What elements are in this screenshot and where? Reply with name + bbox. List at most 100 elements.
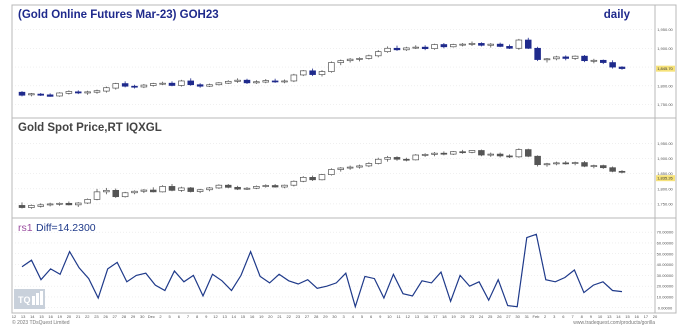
futures-last-price-label: 1,845.70	[657, 66, 673, 71]
x-tick-label: 12	[12, 314, 17, 319]
x-tick-label: 27	[305, 314, 310, 319]
spot-candle	[178, 187, 185, 191]
spot-candle	[431, 152, 438, 155]
x-tick-label: 13	[21, 314, 26, 319]
rs-y-tick-label: 50.00000	[657, 251, 674, 256]
futures-candle	[140, 84, 148, 88]
spot-candle	[224, 184, 232, 188]
spot-candle	[478, 150, 485, 156]
futures-candle	[515, 39, 523, 49]
x-tick-label: 29	[323, 314, 328, 319]
futures-candle	[328, 62, 335, 72]
futures-candle	[112, 83, 120, 89]
spot-candle	[412, 154, 420, 161]
futures-candle	[253, 81, 260, 84]
x-tick-label: 3	[553, 314, 556, 319]
futures-last-price-box	[656, 65, 675, 72]
x-tick-label: 8	[196, 314, 199, 319]
spot-candle	[581, 162, 588, 167]
x-tick-label: 10	[387, 314, 392, 319]
x-tick-label: 28	[122, 314, 127, 319]
spot-candle	[515, 149, 523, 158]
futures-candle	[506, 46, 513, 49]
x-tick-label: 21	[76, 314, 81, 319]
spot-y-tick-label: 1,950.00	[657, 141, 673, 146]
futures-candle	[159, 82, 166, 85]
futures-candle	[271, 80, 279, 83]
futures-candle	[609, 62, 616, 68]
spot-candle	[74, 202, 82, 206]
x-tick-label: 2	[159, 314, 162, 319]
spot-candle	[618, 170, 626, 173]
futures-candle	[478, 43, 485, 46]
spot-candle	[571, 162, 579, 164]
futures-candle	[168, 82, 176, 86]
spot-candle	[524, 149, 532, 157]
rs-y-tick-label: 60.00000	[657, 240, 674, 245]
spot-candle	[206, 187, 213, 191]
futures-candle	[440, 44, 448, 48]
futures-candle	[46, 94, 54, 97]
spot-candle	[346, 166, 354, 169]
x-tick-label: 6	[178, 314, 181, 319]
spot-candle	[543, 163, 551, 166]
futures-candle	[468, 43, 476, 45]
futures-candle	[534, 47, 541, 60]
rs-subtitle: Diff=14.2300	[36, 222, 96, 234]
x-tick-label: 22	[85, 314, 90, 319]
spot-candle	[534, 155, 541, 166]
x-tick-label: 21	[277, 314, 282, 319]
x-tick-label: 13	[222, 314, 227, 319]
x-tick-label: 20	[460, 314, 465, 319]
spot-candle	[37, 204, 45, 207]
spot-candle	[328, 169, 335, 175]
futures-candle	[281, 80, 288, 83]
spot-candle	[440, 152, 448, 155]
x-tick-label: 20	[67, 314, 72, 319]
spot-candle	[337, 167, 345, 170]
rs-y-tick-label: 40.00000	[657, 262, 674, 267]
futures-y-tick-label: 1,750.00	[657, 102, 673, 107]
spot-candle	[590, 165, 598, 167]
x-tick-label: 31	[525, 314, 530, 319]
x-tick-label: 19	[58, 314, 63, 319]
spot-candle	[496, 153, 504, 157]
footer-url: www.tradequest.com/products/gorilla	[573, 320, 655, 326]
futures-candle	[337, 60, 345, 63]
x-tick-label: 28	[314, 314, 319, 319]
futures-axis-frame	[654, 4, 677, 119]
spot-candle	[281, 184, 288, 188]
futures-candle	[599, 59, 607, 63]
x-tick-label: 18	[442, 314, 447, 319]
spot-candle	[140, 189, 148, 192]
futures-candle	[243, 79, 251, 84]
futures-candle	[384, 47, 391, 53]
x-tick-label: 27	[506, 314, 511, 319]
x-tick-label: 9	[205, 314, 208, 319]
x-tick-label: 6	[370, 314, 373, 319]
spot-candle	[243, 187, 251, 190]
futures-candle	[496, 43, 504, 47]
x-tick-label: 29	[131, 314, 136, 319]
futures-candle	[290, 74, 298, 82]
spot-candle	[65, 202, 73, 206]
spot-candle	[112, 189, 120, 198]
spot-candle	[159, 186, 166, 193]
spot-candle	[149, 189, 157, 193]
spot-y-tick-label: 1,750.00	[657, 201, 673, 206]
futures-candle	[224, 80, 232, 84]
x-tick-label: 15	[625, 314, 630, 319]
x-tick-label: 23	[296, 314, 301, 319]
spot-candle	[290, 180, 298, 186]
svg-text:TQ: TQ	[18, 295, 31, 305]
x-tick-label: 15	[241, 314, 246, 319]
futures-candle	[56, 92, 63, 97]
futures-candle	[543, 58, 551, 61]
spot-candle	[553, 162, 560, 165]
futures-candle	[74, 91, 82, 94]
futures-candle	[562, 56, 570, 59]
rs-title: rs1	[18, 222, 33, 234]
spot-candle	[131, 190, 138, 194]
rs-axis-frame	[654, 217, 677, 314]
futures-candle	[318, 71, 326, 75]
